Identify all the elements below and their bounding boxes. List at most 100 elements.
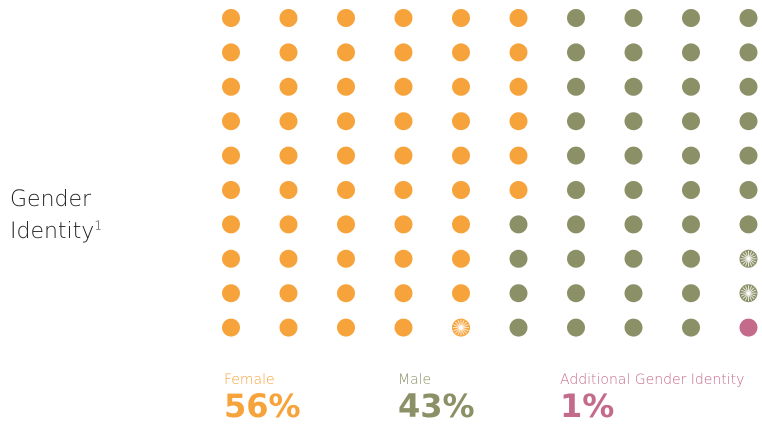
- footnote-marker: 1: [94, 218, 102, 233]
- waffle-dot: [624, 43, 643, 62]
- waffle-dot: [452, 43, 470, 62]
- waffle-dot: [509, 77, 528, 96]
- waffle-dot: [279, 181, 298, 199]
- waffle-dot: [394, 77, 413, 96]
- waffle-dot: [567, 181, 585, 199]
- legend-additional-label: Additional Gender Identity: [560, 372, 745, 388]
- waffle-dot: [567, 249, 585, 268]
- waffle-dot: [682, 284, 700, 303]
- waffle-dot: [452, 181, 470, 199]
- waffle-dot: [452, 77, 470, 96]
- waffle-dot: [222, 146, 240, 165]
- waffle-dot: [452, 249, 470, 268]
- legend-male-value: 43%: [398, 387, 475, 425]
- waffle-dot: [509, 181, 528, 199]
- waffle-dot: [394, 318, 413, 337]
- waffle-dot: [739, 112, 758, 131]
- waffle-dot: [222, 9, 240, 27]
- waffle-dot: [624, 77, 643, 96]
- waffle-dot: [222, 249, 240, 268]
- row-title-word: Identity: [10, 219, 95, 244]
- waffle-dot: [279, 284, 298, 303]
- waffle-dot: [624, 215, 643, 234]
- waffle-dot: [222, 215, 240, 234]
- partial-dot-starburst: [453, 319, 469, 336]
- waffle-dot: [682, 112, 700, 131]
- waffle-dot: [624, 318, 643, 337]
- waffle-dot: [279, 77, 298, 96]
- waffle-dot: [279, 9, 298, 27]
- waffle-dot: [682, 215, 700, 234]
- waffle-dot: [509, 43, 528, 62]
- row-title-line-1: Gender: [10, 187, 92, 212]
- waffle-dot: [567, 146, 585, 165]
- row-title-line-2: Identity1: [10, 216, 102, 248]
- waffle-dot: [222, 43, 240, 62]
- waffle-dot: [222, 181, 240, 199]
- waffle-dot: [624, 9, 643, 27]
- waffle-dot: [394, 249, 413, 268]
- waffle-dot: [682, 9, 700, 27]
- waffle-dot: [739, 146, 758, 165]
- waffle-dot: [337, 284, 355, 303]
- waffle-dot: [279, 249, 298, 268]
- legend-female-label: Female: [224, 372, 275, 388]
- waffle-dot: [509, 318, 528, 337]
- waffle-dot: [337, 43, 355, 62]
- starburst-ray: [453, 324, 469, 332]
- waffle-dot: [337, 215, 355, 234]
- waffle-dot: [682, 318, 700, 337]
- legend-additional-value: 1%: [560, 387, 615, 425]
- waffle-dot: [509, 9, 528, 27]
- waffle-dot: [624, 284, 643, 303]
- waffle-dot: [567, 112, 585, 131]
- waffle-grid: [222, 9, 758, 337]
- waffle-dot: [394, 112, 413, 131]
- waffle-dot: [279, 43, 298, 62]
- partial-dot-starburst: [740, 250, 757, 267]
- waffle-dot: [509, 284, 528, 303]
- waffle-dot: [567, 9, 585, 27]
- waffle-dot: [739, 77, 758, 96]
- waffle-dot: [394, 43, 413, 62]
- waffle-dot: [682, 249, 700, 268]
- legend-additional: Additional Gender Identity 1%: [560, 372, 744, 424]
- starburst-ray: [740, 255, 757, 263]
- legend-female: Female 56%: [224, 372, 301, 424]
- starburst-ray: [740, 289, 757, 297]
- waffle-dot: [509, 249, 528, 268]
- waffle-dot: [222, 284, 240, 303]
- waffle-dot: [624, 146, 643, 165]
- waffle-dot: [452, 112, 470, 131]
- waffle-dot: [452, 146, 470, 165]
- waffle-dot: [394, 9, 413, 27]
- waffle-dot: [739, 215, 758, 234]
- waffle-dot: [567, 318, 585, 337]
- waffle-dot: [452, 215, 470, 234]
- waffle-dot: [739, 9, 758, 27]
- waffle-dot: [279, 215, 298, 234]
- waffle-dot: [337, 77, 355, 96]
- legend-female-value: 56%: [224, 387, 301, 425]
- waffle-dot: [394, 284, 413, 303]
- waffle-dot: [337, 146, 355, 165]
- waffle-dot: [624, 112, 643, 131]
- waffle-dot: [567, 284, 585, 303]
- row-title: Gender Identity1: [10, 184, 102, 248]
- waffle-dot: [337, 112, 355, 131]
- waffle-dot: [279, 112, 298, 131]
- waffle-dot: [567, 215, 585, 234]
- waffle-dot: [394, 181, 413, 199]
- waffle-dot: [337, 318, 355, 337]
- waffle-dot: [682, 146, 700, 165]
- waffle-dot: [279, 318, 298, 337]
- waffle-dot: [394, 146, 413, 165]
- waffle-dot: [394, 215, 413, 234]
- waffle-dot: [337, 249, 355, 268]
- waffle-dot: [682, 181, 700, 199]
- partial-dot-starburst: [740, 285, 757, 302]
- waffle-dot: [452, 284, 470, 303]
- waffle-dot: [682, 43, 700, 62]
- waffle-dot: [739, 181, 758, 199]
